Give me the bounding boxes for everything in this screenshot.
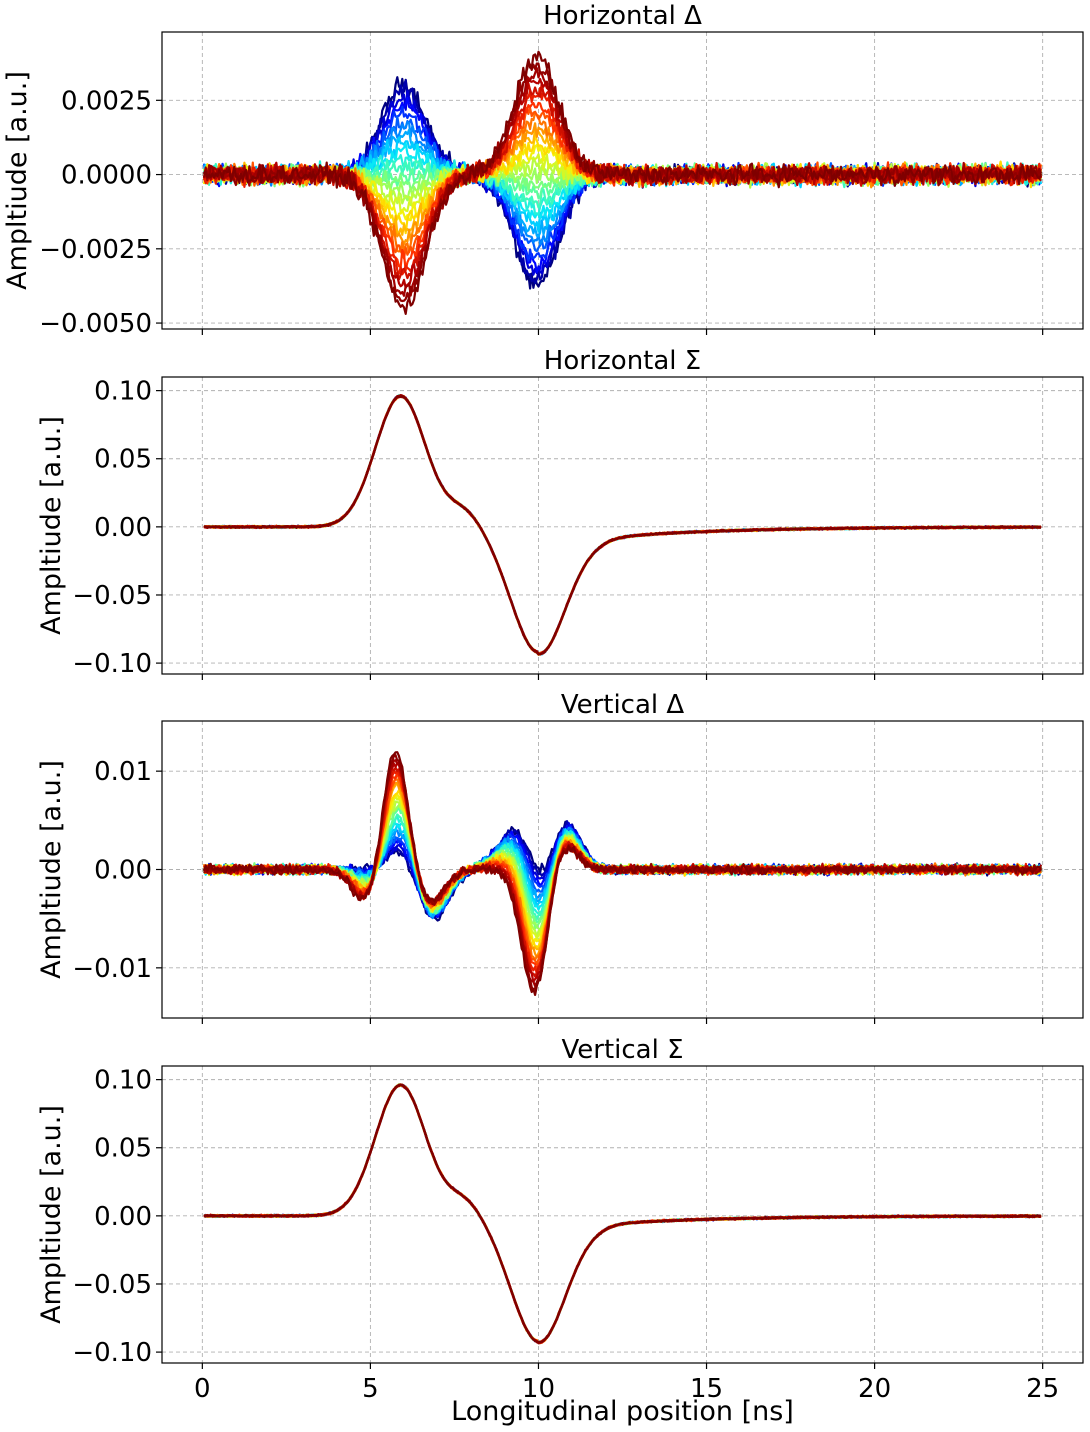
- y-tick-label: 0.10: [94, 1066, 152, 1096]
- y-tick-label: −0.10: [72, 649, 152, 679]
- y-axis-label: Ampltiude [a.u.]: [36, 416, 67, 635]
- y-tick-label: 0.10: [94, 377, 152, 407]
- plot-frame: [161, 1065, 1084, 1364]
- subplot-title: Horizontal Δ: [543, 1, 702, 31]
- x-tick-label: 20: [858, 1374, 891, 1404]
- x-tick-label: 25: [1026, 1374, 1059, 1404]
- y-tick-label: −0.05: [72, 581, 152, 611]
- subplot-1: −0.0050 −0.0025 0.0000 0.0025 Horizontal Δ Am…: [2, 1, 1084, 339]
- y-tick-label: 0.00: [94, 1202, 152, 1232]
- y-tick-label: 0.05: [94, 445, 152, 475]
- subplot-3: −0.01 0.00 0.01 Vertical Δ Ampltiude [a.u.]: [36, 690, 1084, 1024]
- series-line-30: [202, 751, 1042, 997]
- x-tick-label: 5: [362, 1374, 379, 1404]
- series-line-30: [203, 395, 1042, 656]
- series-line-30: [203, 1083, 1042, 1344]
- subplot-title: Vertical Δ: [561, 690, 685, 720]
- series-group: [202, 50, 1043, 315]
- grid: [162, 377, 1083, 674]
- subplot-title: Horizontal Σ: [544, 346, 701, 376]
- y-tick-label: −0.10: [72, 1338, 152, 1368]
- y-axis-label: Ampltiude [a.u.]: [36, 760, 67, 979]
- series-group: [202, 751, 1043, 997]
- series-line-29: [203, 395, 1042, 656]
- y-tick-label: −0.01: [72, 954, 152, 984]
- y-tick-label: 0.0025: [61, 86, 152, 116]
- plot-frame: [161, 31, 1084, 330]
- y-tick-label: 0.05: [94, 1134, 152, 1164]
- series-line-30: [203, 50, 1043, 315]
- series-group: [203, 393, 1042, 656]
- x-tick-label: 15: [690, 1374, 723, 1404]
- y-tick-label: 0.00: [94, 513, 152, 543]
- x-axis-label: Longitudinal position [ns]: [451, 1396, 794, 1427]
- y-tick-label: −0.0025: [39, 235, 152, 265]
- y-tick-label: 0.00: [94, 856, 152, 886]
- subplot-2: −0.10 −0.05 0.00 0.05 0.10 Horizontal Σ Amplti…: [36, 346, 1084, 680]
- grid: [162, 1066, 1083, 1363]
- y-axis-label: Ampltiude [a.u.]: [2, 71, 33, 290]
- y-axis-label: Ampltiude [a.u.]: [36, 1105, 67, 1324]
- y-tick-label: −0.0050: [39, 309, 152, 339]
- series-line-24: [203, 101, 1042, 272]
- x-tick-label: 0: [194, 1374, 211, 1404]
- x-tick-label: 10: [522, 1374, 555, 1404]
- subplot-4: 0 5 10 15 20 25 −0.10 −0.05 0.00 0.05 0.10 Vertical…: [36, 1035, 1084, 1427]
- plot-frame: [161, 376, 1084, 675]
- series-group: [203, 1083, 1042, 1345]
- subplot-title: Vertical Σ: [561, 1035, 683, 1065]
- y-tick-label: 0.01: [94, 757, 152, 787]
- y-tick-label: 0.0000: [61, 161, 152, 191]
- y-tick-label: −0.05: [72, 1270, 152, 1300]
